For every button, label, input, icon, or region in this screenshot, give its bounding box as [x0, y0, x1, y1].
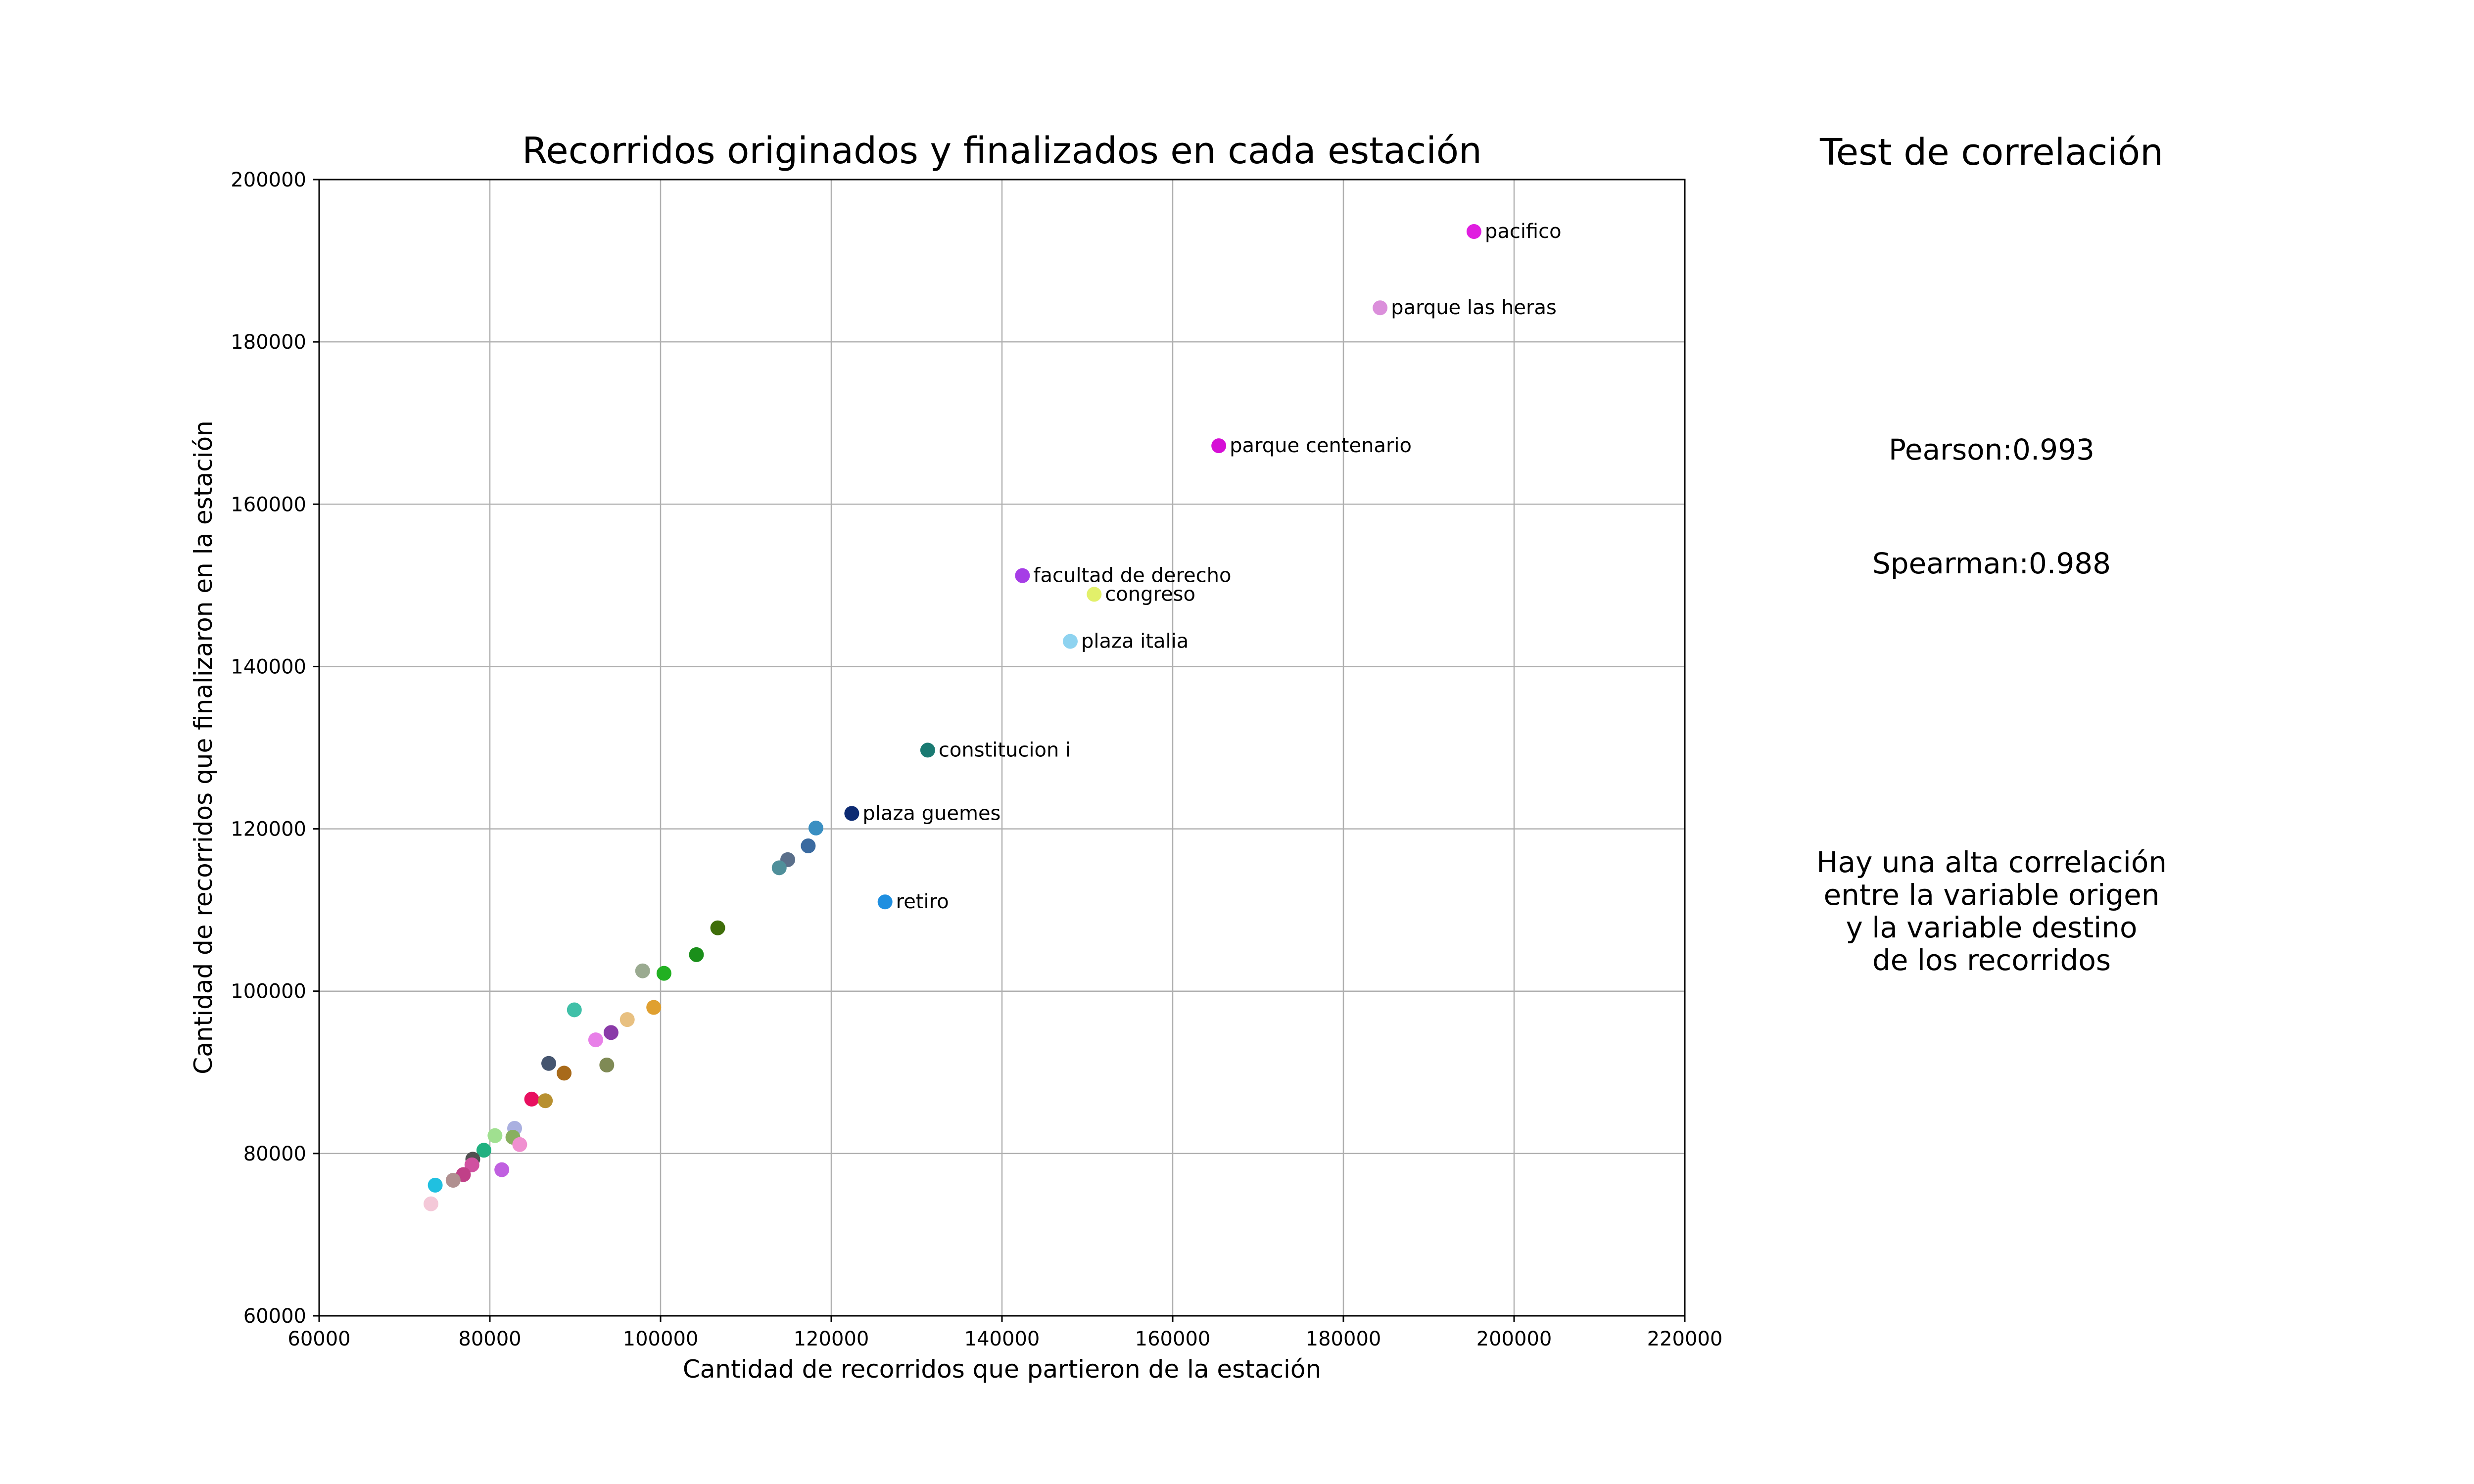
data-point — [494, 1162, 510, 1177]
y-tick-label: 60000 — [243, 1305, 306, 1328]
data-point — [771, 860, 787, 876]
data-points: pacifico parque las heras parque centenari… — [423, 220, 1562, 1211]
data-point — [808, 820, 823, 835]
data-point — [689, 947, 704, 962]
x-tick-label: 200000 — [1476, 1328, 1552, 1350]
data-point — [1466, 224, 1481, 239]
data-point — [801, 838, 816, 854]
x-tick-label: 160000 — [1135, 1328, 1211, 1350]
x-tick-label: 220000 — [1647, 1328, 1723, 1350]
point-label: pacifico — [1485, 220, 1562, 243]
point-label: parque centenario — [1230, 434, 1412, 457]
pearson-value: Pearson:0.993 — [1888, 433, 2095, 466]
data-point — [445, 1173, 461, 1188]
x-axis-label: Cantidad de recorridos que partieron de … — [683, 1355, 1321, 1384]
point-label: facultad de derecho — [1033, 564, 1231, 587]
data-point — [464, 1157, 479, 1172]
y-tick-label: 160000 — [231, 493, 306, 516]
data-point — [1063, 634, 1078, 649]
y-axis-label: Cantidad de recorridos que finalizaron e… — [189, 420, 218, 1074]
data-point — [476, 1143, 491, 1158]
data-point — [538, 1093, 553, 1109]
point-label: plaza italia — [1081, 630, 1189, 653]
data-point — [1211, 438, 1227, 454]
x-tick-label: 60000 — [287, 1328, 350, 1350]
x-tick-label: 120000 — [794, 1328, 869, 1350]
point-label: congreso — [1105, 583, 1195, 605]
y-tick-label: 200000 — [231, 169, 306, 191]
y-tick-label: 180000 — [231, 331, 306, 354]
x-tick-label: 100000 — [623, 1328, 699, 1350]
data-point — [619, 1012, 635, 1027]
data-point — [524, 1091, 539, 1107]
data-point — [603, 1025, 618, 1040]
y-tick-label: 120000 — [231, 818, 306, 841]
note-line: entre la variable origen — [1823, 878, 2160, 912]
correlation-note: Hay una alta correlación entre la variab… — [1732, 846, 2251, 976]
point-label: constitucion i — [939, 739, 1071, 761]
x-tick-label: 80000 — [458, 1328, 521, 1350]
data-point — [710, 920, 725, 935]
data-point — [877, 894, 893, 910]
point-label: retiro — [896, 890, 949, 913]
data-point — [635, 963, 650, 978]
data-point — [567, 1002, 582, 1018]
y-tick-label: 80000 — [243, 1143, 306, 1165]
data-point — [920, 742, 935, 758]
x-tick-label: 180000 — [1306, 1328, 1381, 1350]
data-point — [487, 1128, 503, 1143]
y-tick-label: 140000 — [231, 655, 306, 678]
data-point — [428, 1177, 443, 1193]
note-line: Hay una alta correlación — [1816, 845, 2167, 879]
data-point — [599, 1058, 615, 1073]
data-point — [1373, 300, 1388, 316]
correlation-test-title: Test de correlación — [1819, 131, 2163, 174]
x-tick-label: 140000 — [964, 1328, 1040, 1350]
data-point — [423, 1196, 438, 1211]
data-point — [656, 966, 671, 981]
point-label: parque las heras — [1391, 296, 1557, 319]
data-point — [844, 806, 859, 821]
data-point — [1087, 587, 1102, 602]
axis-ticks: 60000 80000 100000 120000 140000 160000 180000… — [231, 169, 1722, 1350]
note-line: de los recorridos — [1872, 943, 2111, 977]
data-point — [541, 1056, 557, 1071]
note-line: y la variable destino — [1846, 911, 2138, 944]
data-point — [588, 1032, 603, 1048]
y-tick-label: 100000 — [231, 980, 306, 1003]
spearman-value: Spearman:0.988 — [1872, 547, 2111, 580]
data-point — [557, 1066, 572, 1081]
data-point — [1015, 568, 1030, 583]
chart-title: Recorridos originados y finalizados en c… — [522, 130, 1482, 172]
data-point — [512, 1137, 527, 1152]
point-label: plaza guemes — [862, 802, 1000, 825]
data-point — [646, 1000, 662, 1015]
